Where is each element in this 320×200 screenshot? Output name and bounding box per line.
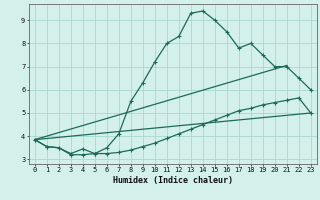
X-axis label: Humidex (Indice chaleur): Humidex (Indice chaleur) xyxy=(113,176,233,185)
